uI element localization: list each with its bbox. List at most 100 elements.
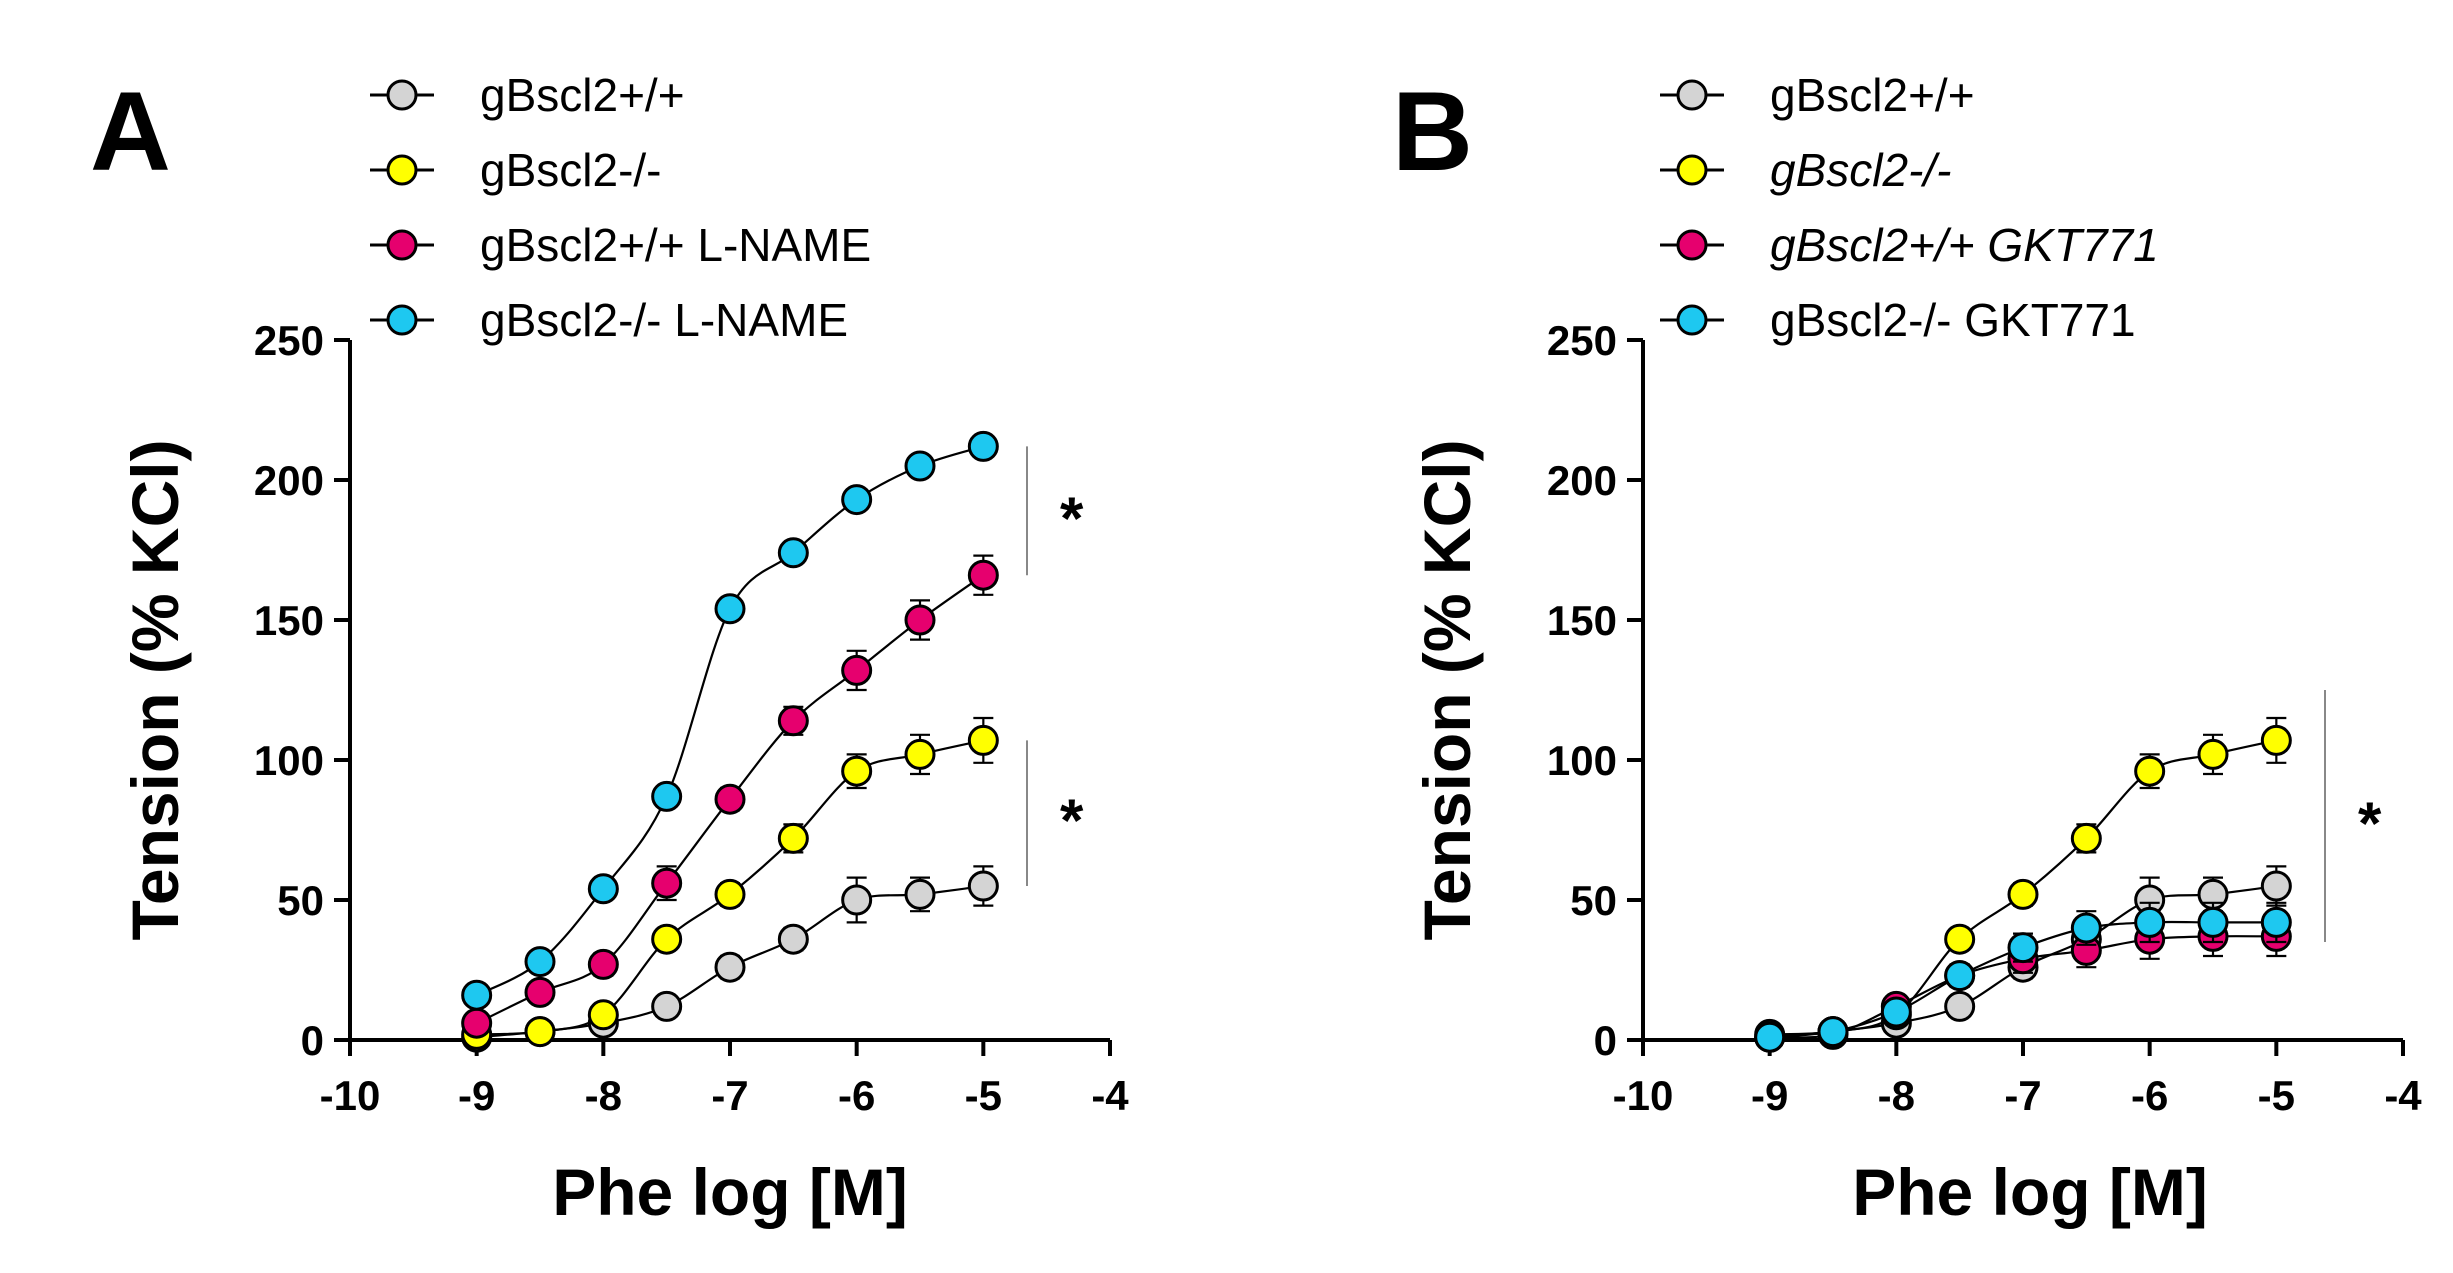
data-point [1880,996,1912,1028]
data-point [524,976,556,1008]
x-tick-label: -9 [1751,1072,1788,1119]
series-3 [461,554,999,1039]
x-tick-label: -5 [2258,1072,2295,1119]
data-point [587,873,619,905]
data-point [841,654,873,686]
legend-marker [1676,229,1708,261]
panel-letter: B [1392,69,1473,194]
legend-marker [386,229,418,261]
y-tick-label: 100 [1547,737,1617,784]
data-point [904,738,936,770]
legend-item: gBscl2-/- L-NAME [370,294,848,346]
data-point [714,593,746,625]
legend-marker [386,79,418,111]
y-tick-label: 200 [254,457,324,504]
data-point [967,559,999,591]
legend-label: gBscl2-/- GKT771 [1770,294,2136,346]
legend-item: gBscl2-/- [370,144,661,196]
legend-marker [386,304,418,336]
x-tick-label: -6 [838,1072,875,1119]
series-4 [1754,901,2292,1053]
y-tick-label: 200 [1547,457,1617,504]
data-point [2260,870,2292,902]
data-point [2260,906,2292,938]
data-point [1754,1021,1786,1053]
y-tick-label: 50 [277,877,324,924]
panel-letter: A [90,69,171,194]
legend-marker [1676,304,1708,336]
data-point [2134,755,2166,787]
x-tick-label: -4 [1091,1072,1129,1119]
y-axis-title: Tension (% KCl) [1410,439,1484,940]
legend-item: gBscl2-/- [1660,144,1951,196]
data-point [1944,923,1976,955]
x-tick-label: -10 [1613,1072,1674,1119]
legend-item: gBscl2+/+ L-NAME [370,219,871,271]
y-tick-label: 0 [301,1017,324,1064]
legend-marker [1676,79,1708,111]
legend-label: gBscl2+/+ GKT771 [1770,219,2159,271]
data-point [841,884,873,916]
data-point [1944,990,1976,1022]
data-point [777,923,809,955]
data-point [904,450,936,482]
legend-item: gBscl2+/+ [370,69,685,121]
data-point [587,999,619,1031]
data-point [841,484,873,516]
data-point [461,979,493,1011]
data-point [777,537,809,569]
y-tick-label: 150 [1547,597,1617,644]
data-point [651,780,683,812]
series-2 [461,716,999,1050]
legend-item: gBscl2-/- GKT771 [1660,294,2136,346]
data-point [2134,906,2166,938]
x-tick-label: -8 [1878,1072,1915,1119]
significance-marker: * [1060,787,1084,854]
y-tick-label: 250 [1547,317,1617,364]
series-curve [476,445,984,997]
data-point [651,923,683,955]
x-tick-label: -7 [2004,1072,2041,1119]
data-point [524,946,556,978]
y-tick-label: 150 [254,597,324,644]
legend-label: gBscl2-/- L-NAME [480,294,848,346]
legend-label: gBscl2+/+ [1770,69,1975,121]
x-axis-title: Phe log [M] [552,1155,908,1229]
data-point [2197,738,2229,770]
data-point [1817,1016,1849,1048]
legend-label: gBscl2+/+ L-NAME [480,219,871,271]
x-tick-label: -8 [585,1072,622,1119]
data-point [967,430,999,462]
x-axis-title: Phe log [M] [1852,1155,2208,1229]
x-tick-label: -9 [458,1072,495,1119]
significance-marker: * [2358,790,2382,857]
x-tick-label: -5 [965,1072,1002,1119]
data-point [651,990,683,1022]
legend-label: gBscl2-/- [1770,144,1951,196]
legend-marker [1676,154,1708,186]
data-point [1944,960,1976,992]
data-point [2260,724,2292,756]
panel-a: A 0 50 100 150 200 250 -10 -9 -8 -7 -6 -5 -4 Phe log [… [90,69,1129,1229]
data-point [967,724,999,756]
data-point [904,878,936,910]
x-tick-label: -7 [711,1072,748,1119]
legend-item: gBscl2+/+ [1660,69,1975,121]
data-point [2070,912,2102,944]
data-point [777,822,809,854]
series-4 [461,430,999,1011]
legend-label: gBscl2+/+ [480,69,685,121]
legend-label: gBscl2-/- [480,144,661,196]
legend-item: gBscl2+/+ GKT771 [1660,219,2159,271]
data-point [714,951,746,983]
data-point [2070,822,2102,854]
x-tick-label: -10 [320,1072,381,1119]
legend-marker [386,154,418,186]
x-tick-label: -4 [2384,1072,2422,1119]
data-point [841,755,873,787]
y-tick-label: 100 [254,737,324,784]
data-point [587,948,619,980]
panel-b: B 0 50 100 150 200 250 -10 -9 -8 -7 -6 -5 -4 Phe log [… [1392,69,2422,1229]
y-axis-title: Tension (% KCl) [118,439,192,940]
